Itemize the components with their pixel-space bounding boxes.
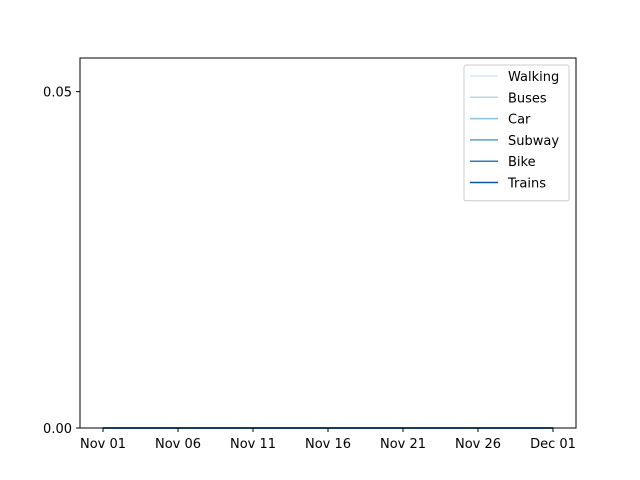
plot-frame	[79, 57, 577, 429]
x-tick-label: Dec 01	[530, 437, 576, 452]
x-tick-label: Nov 11	[230, 437, 276, 452]
x-tick-label: Nov 21	[380, 437, 426, 452]
legend-label: Buses	[508, 91, 547, 106]
legend: Walking Buses Car Subway Bike Trains	[463, 64, 570, 202]
y-tick-label: 0.05	[43, 86, 72, 101]
x-axis-ticks: Nov 01 Nov 06 Nov 11 Nov 16 Nov 21 Nov 26 Dec …	[80, 428, 576, 452]
x-tick-label: Nov 06	[155, 437, 201, 452]
x-tick-label: Nov 16	[305, 437, 351, 452]
legend-label: Car	[508, 113, 531, 128]
x-tick-label: Nov 26	[455, 437, 501, 452]
legend-box	[463, 64, 570, 202]
legend-label: Bike	[508, 155, 536, 170]
legend-label: Trains	[507, 177, 546, 192]
legend-label: Subway	[508, 134, 559, 149]
legend-label: Walking	[508, 70, 559, 85]
y-tick-label: 0.00	[43, 422, 72, 437]
y-axis-ticks: 0.00 0.05	[43, 86, 80, 437]
x-tick-label: Nov 01	[80, 437, 126, 452]
